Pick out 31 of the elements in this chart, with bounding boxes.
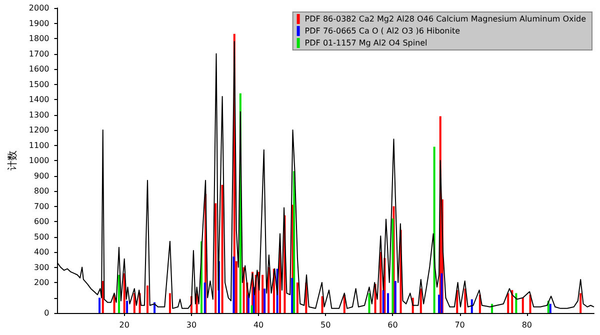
y-tick-label: 1200 bbox=[28, 126, 50, 134]
y-tick-label: 0 bbox=[44, 308, 50, 318]
x-tick-label: 60 bbox=[388, 320, 398, 330]
y-tick-label: 300 bbox=[34, 262, 50, 272]
x-tick-label: 80 bbox=[522, 320, 532, 330]
y-tick-label: 1900 bbox=[28, 18, 50, 28]
y-axis-title: 计数 bbox=[6, 150, 18, 170]
x-tick-label: 40 bbox=[253, 320, 264, 330]
y-tick-label: 2000 bbox=[28, 4, 50, 12]
x-tick-label: 70 bbox=[454, 320, 465, 330]
x-tick-label: 30 bbox=[186, 320, 197, 330]
y-tick-label: 1800 bbox=[28, 34, 50, 43]
y-tick-label: 900 bbox=[34, 171, 50, 180]
legend-label: PDF 01-1157 Mg Al2 O4 Spinel bbox=[304, 38, 428, 48]
legend-label: PDF 76-0665 Ca O ( Al2 O3 )6 Hibonite bbox=[304, 26, 460, 36]
y-tick-label: 500 bbox=[34, 232, 50, 242]
y-tick-label: 1300 bbox=[28, 110, 50, 120]
y-tick-label: 1600 bbox=[28, 64, 50, 74]
y-tick-label: 400 bbox=[34, 248, 50, 256]
y-tick-label: 600 bbox=[34, 217, 50, 226]
x-tick-label: 50 bbox=[320, 320, 331, 330]
y-tick-label: 1700 bbox=[28, 49, 50, 58]
y-tick-label: 200 bbox=[34, 278, 50, 287]
x-tick-label: 20 bbox=[119, 320, 130, 330]
y-tick-label: 700 bbox=[34, 202, 50, 211]
y-tick-label: 800 bbox=[34, 186, 50, 196]
y-tick-label: 1100 bbox=[28, 140, 50, 150]
y-tick-label: 1400 bbox=[28, 95, 50, 104]
y-tick-label: 1000 bbox=[28, 156, 50, 165]
legend-label: PDF 86-0382 Ca2 Mg2 Al28 O46 Calcium Magnesium Aluminum Oxide bbox=[304, 14, 586, 24]
y-tick-label: 1500 bbox=[28, 80, 50, 89]
